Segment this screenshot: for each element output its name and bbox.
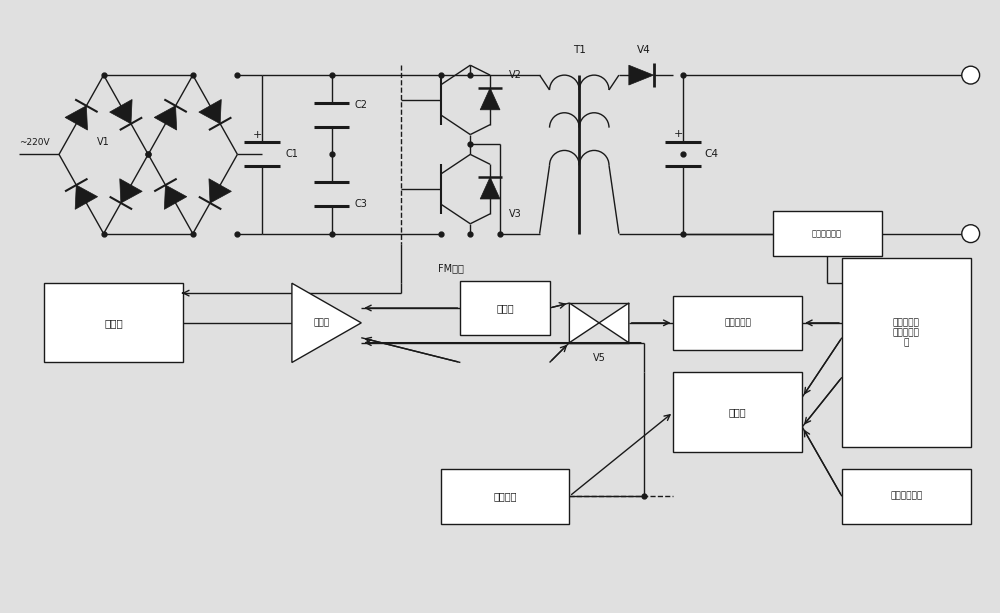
Text: C2: C2 xyxy=(355,100,368,110)
Polygon shape xyxy=(154,106,177,130)
Text: V3: V3 xyxy=(508,209,521,219)
Text: 全通灯丝预置: 全通灯丝预置 xyxy=(890,492,922,501)
Bar xyxy=(44,283,183,362)
Text: 比较器: 比较器 xyxy=(729,407,747,417)
Text: 电流取样电阻: 电流取样电阻 xyxy=(812,229,842,238)
Text: ~220V: ~220V xyxy=(19,138,50,147)
Polygon shape xyxy=(164,185,187,209)
Bar xyxy=(773,211,882,256)
Text: 控制器: 控制器 xyxy=(104,318,123,328)
Polygon shape xyxy=(209,179,231,203)
Text: 放大器: 放大器 xyxy=(314,318,330,327)
Text: V4: V4 xyxy=(637,45,651,55)
Text: V2: V2 xyxy=(508,70,521,80)
Text: 电流预置: 电流预置 xyxy=(493,491,517,501)
Bar xyxy=(842,469,971,524)
Bar xyxy=(673,372,802,452)
Text: V5: V5 xyxy=(593,352,606,362)
Polygon shape xyxy=(480,177,500,199)
Text: C1: C1 xyxy=(285,150,298,159)
Bar xyxy=(460,281,550,335)
Polygon shape xyxy=(292,283,361,362)
Text: C3: C3 xyxy=(355,199,368,209)
Polygon shape xyxy=(75,185,98,209)
Text: +: + xyxy=(674,129,683,139)
Text: 加法器: 加法器 xyxy=(496,303,514,313)
Bar xyxy=(441,469,569,524)
Polygon shape xyxy=(110,99,132,124)
Bar xyxy=(842,259,971,447)
Polygon shape xyxy=(120,179,142,203)
Polygon shape xyxy=(65,106,88,130)
Text: FM信号: FM信号 xyxy=(438,264,463,273)
Polygon shape xyxy=(480,88,500,110)
Polygon shape xyxy=(569,303,599,343)
Text: 运算放大器: 运算放大器 xyxy=(724,318,751,327)
Text: T1: T1 xyxy=(573,45,586,55)
Polygon shape xyxy=(629,65,654,85)
Text: C4: C4 xyxy=(704,150,718,159)
Text: 磁控管平均
电流取样电
路: 磁控管平均 电流取样电 路 xyxy=(893,318,920,348)
Text: V1: V1 xyxy=(97,137,110,148)
Polygon shape xyxy=(599,303,629,343)
Circle shape xyxy=(962,225,980,243)
Polygon shape xyxy=(199,99,221,124)
Text: +: + xyxy=(253,129,262,140)
Circle shape xyxy=(962,66,980,84)
Bar xyxy=(673,295,802,350)
